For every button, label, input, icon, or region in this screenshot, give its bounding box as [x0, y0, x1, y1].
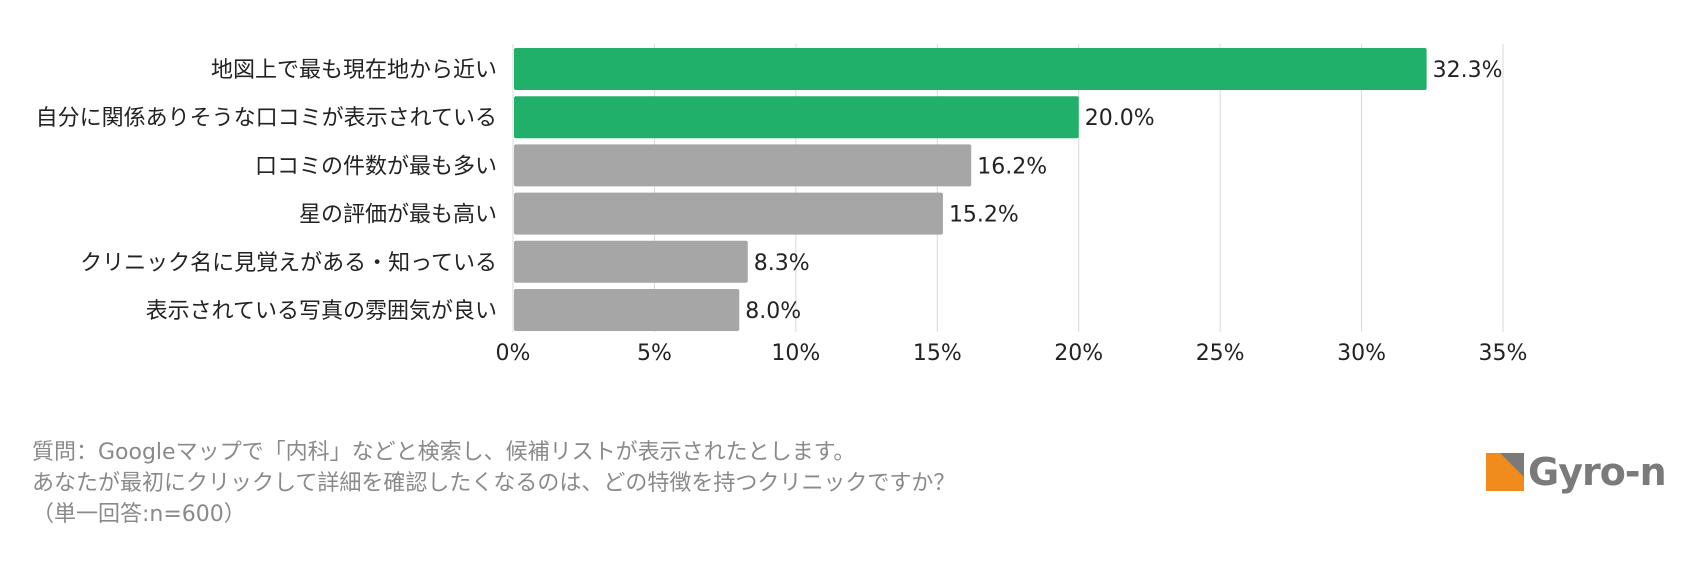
- gyron-logo: Gyro-n: [1486, 446, 1667, 498]
- x-tick-label: 0%: [496, 341, 531, 366]
- logo-text: Gyro-n: [1528, 450, 1667, 494]
- x-tick-label: 5%: [637, 341, 672, 366]
- survey-question: 質問：Googleマップで「内科」などと検索し、候補リストが表示されたとします。…: [32, 437, 1332, 530]
- bar: [514, 144, 972, 187]
- category-label: クリニック名に見覚えがある・知っている: [80, 251, 497, 276]
- bar-chart: 地図上で最も現在地から近い自分に関係ありそうな口コミが表示されている口コミの件数…: [36, 44, 1528, 366]
- x-tick-label: 25%: [1196, 341, 1245, 366]
- category-label: 表示されている写真の雰囲気が良い: [146, 299, 497, 324]
- category-label: 自分に関係ありそうな口コミが表示されている: [36, 106, 497, 131]
- bar: [514, 48, 1427, 90]
- value-label: 8.3%: [754, 251, 810, 276]
- value-label: 16.2%: [977, 154, 1047, 179]
- value-label: 20.0%: [1085, 106, 1155, 131]
- question-line-1: 質問：Googleマップで「内科」などと検索し、候補リストが表示されたとします。: [32, 440, 856, 465]
- bar: [514, 192, 943, 235]
- bars: [514, 48, 1427, 331]
- x-tick-label: 15%: [913, 341, 962, 366]
- value-labels: 32.3% 20.0% 16.2% 15.2% 8.3% 8.0%: [745, 58, 1502, 324]
- gridlines: [512, 44, 1504, 332]
- logo-mark-corner: [1500, 453, 1524, 477]
- gyron-logo-mark-icon: [1486, 453, 1524, 491]
- category-label: 口コミの件数が最も多い: [255, 154, 497, 179]
- x-tick-label: 10%: [771, 341, 820, 366]
- x-axis-ticks: 0% 5% 10% 15% 20% 25% 30% 35%: [496, 341, 1528, 366]
- x-tick-label: 20%: [1054, 341, 1103, 366]
- bar: [514, 289, 740, 331]
- category-label: 地図上で最も現在地から近い: [211, 58, 497, 83]
- bar: [514, 240, 748, 283]
- question-line-3: （単一回答:n=600）: [32, 502, 246, 527]
- x-tick-label: 35%: [1479, 341, 1528, 366]
- category-label: 星の評価が最も高い: [299, 203, 497, 228]
- bar: [514, 96, 1079, 139]
- category-labels: 地図上で最も現在地から近い自分に関係ありそうな口コミが表示されている口コミの件数…: [36, 58, 497, 324]
- question-line-2: あなたが最初にクリックして詳細を確認したくなるのは、どの特徴を持つクリニックです…: [32, 471, 956, 496]
- value-label: 15.2%: [949, 203, 1019, 228]
- x-tick-label: 30%: [1337, 341, 1386, 366]
- value-label: 8.0%: [745, 299, 801, 324]
- value-label: 32.3%: [1433, 58, 1503, 83]
